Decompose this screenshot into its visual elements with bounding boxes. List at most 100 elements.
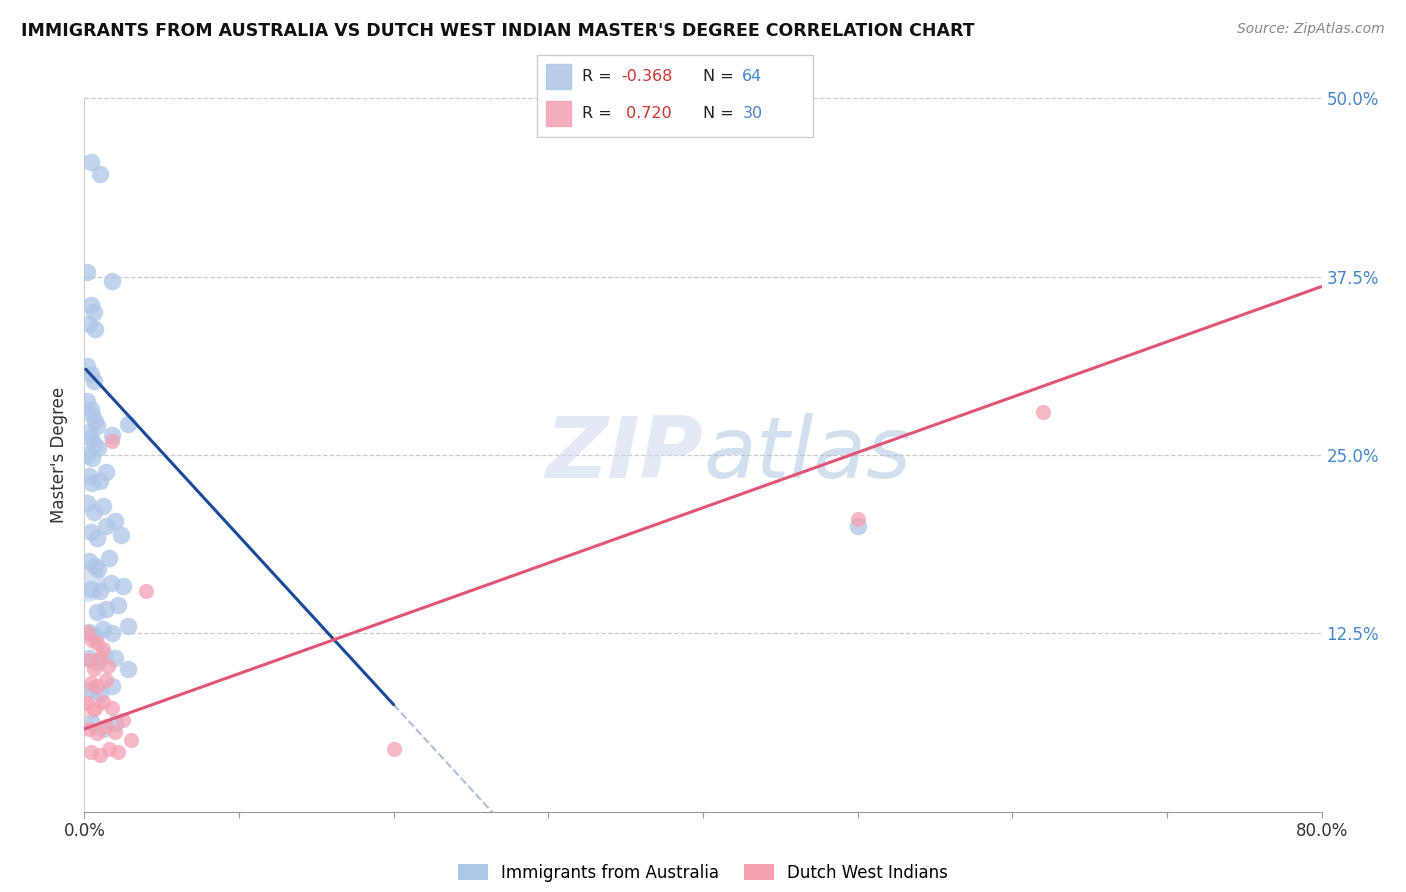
FancyBboxPatch shape: [537, 55, 813, 136]
Point: [86, 679, 108, 693]
Point: [79, 298, 101, 312]
Point: [101, 679, 124, 693]
Text: N =: N =: [703, 69, 740, 84]
Point: [94, 719, 117, 733]
Point: [117, 619, 139, 633]
Point: [100, 576, 122, 591]
Point: [79, 745, 101, 759]
Text: -0.368: -0.368: [621, 69, 673, 84]
Point: [76, 359, 98, 374]
Point: [107, 598, 129, 612]
Point: [79, 582, 101, 596]
Point: [98, 742, 121, 756]
Point: [82, 716, 104, 731]
Point: [91, 722, 114, 736]
Point: [83, 305, 105, 319]
Text: 64: 64: [742, 69, 762, 84]
Text: ZIP: ZIP: [546, 413, 703, 497]
Point: [97, 659, 120, 673]
Point: [79, 431, 101, 445]
Text: R =: R =: [582, 106, 617, 121]
Bar: [546, 63, 571, 89]
Point: [112, 579, 135, 593]
Point: [82, 450, 104, 465]
Text: 30: 30: [742, 106, 762, 121]
Point: [1032, 405, 1054, 419]
Text: R =: R =: [582, 69, 617, 84]
Point: [79, 524, 101, 539]
Point: [83, 702, 105, 716]
Point: [84, 629, 107, 643]
Y-axis label: Master's Degree: Master's Degree: [51, 387, 69, 523]
Point: [82, 408, 104, 422]
Point: [94, 519, 117, 533]
Point: [86, 531, 108, 545]
Point: [112, 714, 135, 728]
Point: [76, 265, 98, 279]
Point: [77, 425, 100, 439]
Point: [89, 650, 111, 665]
Point: [91, 695, 114, 709]
Point: [77, 553, 100, 567]
Point: [83, 374, 105, 388]
Point: [846, 519, 869, 533]
Point: [93, 648, 115, 662]
Point: [135, 583, 157, 598]
Bar: [546, 101, 571, 127]
Point: [77, 650, 100, 665]
Point: [89, 167, 111, 181]
Point: [101, 428, 124, 442]
Point: [76, 696, 98, 710]
Point: [79, 367, 101, 381]
Point: [76, 393, 98, 408]
Point: [83, 505, 105, 519]
Point: [86, 605, 108, 619]
Point: [83, 436, 105, 450]
Point: [77, 653, 100, 667]
Point: [87, 441, 110, 455]
Point: [86, 726, 108, 740]
Point: [77, 696, 100, 710]
Point: [101, 700, 124, 714]
Text: atlas: atlas: [703, 413, 911, 497]
Point: [110, 528, 132, 542]
Point: [846, 512, 869, 526]
Point: [91, 642, 114, 657]
Point: [120, 733, 142, 747]
Point: [79, 676, 101, 690]
Point: [104, 514, 127, 528]
Point: [77, 722, 100, 736]
Point: [76, 448, 98, 462]
Point: [82, 476, 104, 491]
Point: [84, 559, 107, 574]
Point: [104, 724, 127, 739]
Point: [89, 474, 111, 488]
Point: [79, 681, 101, 696]
Point: [86, 636, 108, 650]
Text: N =: N =: [703, 106, 740, 121]
Point: [86, 655, 108, 669]
Point: [86, 419, 108, 434]
Point: [76, 576, 98, 591]
Point: [91, 622, 114, 636]
Point: [94, 673, 117, 688]
Point: [84, 414, 107, 428]
Text: 0.720: 0.720: [621, 106, 672, 121]
Point: [77, 624, 100, 639]
Point: [77, 317, 100, 331]
Text: Source: ZipAtlas.com: Source: ZipAtlas.com: [1237, 22, 1385, 37]
Text: IMMIGRANTS FROM AUSTRALIA VS DUTCH WEST INDIAN MASTER'S DEGREE CORRELATION CHART: IMMIGRANTS FROM AUSTRALIA VS DUTCH WEST …: [21, 22, 974, 40]
Legend: Immigrants from Australia, Dutch West Indians: Immigrants from Australia, Dutch West In…: [458, 863, 948, 882]
Point: [91, 500, 114, 514]
Point: [382, 742, 405, 756]
Point: [117, 417, 139, 431]
Point: [117, 662, 139, 676]
Point: [104, 716, 127, 731]
Point: [77, 469, 100, 483]
Point: [82, 633, 104, 648]
Point: [98, 550, 121, 565]
Point: [104, 650, 127, 665]
Point: [94, 602, 117, 616]
Point: [94, 465, 117, 479]
Point: [79, 155, 101, 169]
